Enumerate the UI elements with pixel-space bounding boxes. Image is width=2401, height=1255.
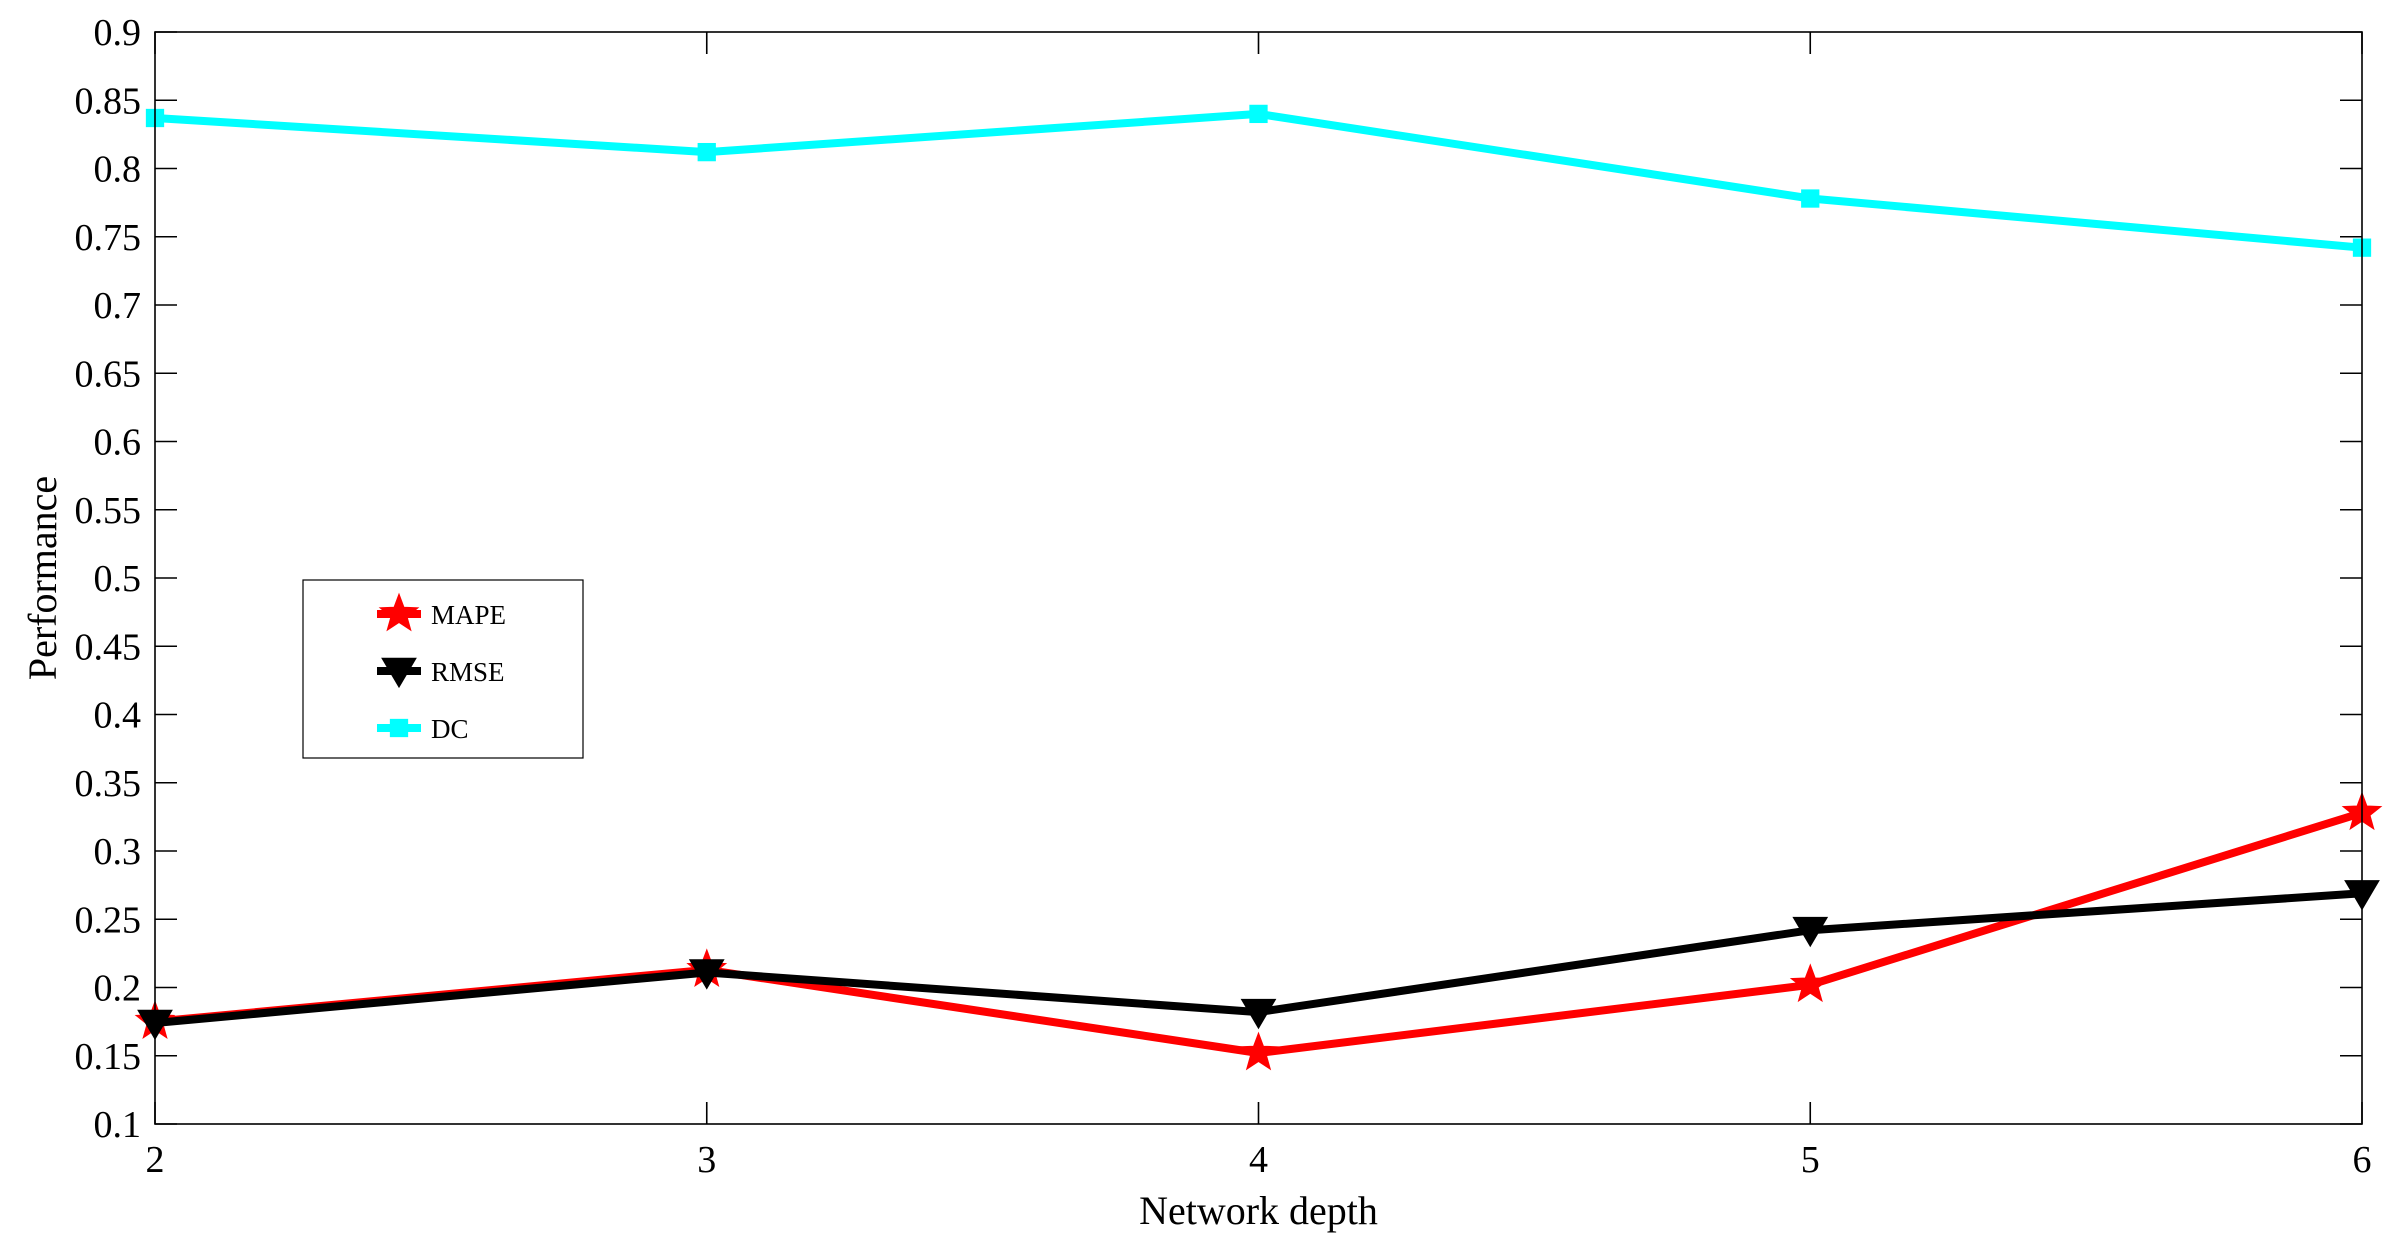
y-axis-title: Performance: [20, 476, 65, 680]
data-point-mape: [1238, 1031, 1279, 1071]
data-point-rmse: [1792, 916, 1829, 948]
data-point-rmse: [688, 959, 725, 990]
y-tick-label: 0.4: [94, 695, 142, 737]
y-tick-label: 0.45: [75, 626, 142, 668]
y-tick-label: 0.25: [75, 899, 142, 941]
y-tick-label: 0.6: [94, 422, 142, 464]
data-point-mape: [1789, 963, 1831, 1003]
legend-label: DC: [431, 714, 469, 744]
legend-marker-star: [378, 592, 420, 632]
y-tick-label: 0.65: [75, 353, 142, 395]
x-tick-label: 2: [146, 1139, 165, 1181]
legend-item-mape: MAPE: [377, 592, 506, 632]
data-point-dc: [697, 142, 716, 162]
series-dc: [145, 104, 2372, 257]
y-tick-label: 0.55: [75, 490, 142, 532]
legend-label: RMSE: [431, 657, 505, 687]
legend-item-rmse: RMSE: [377, 657, 505, 689]
series-rmse: [137, 880, 2380, 1041]
plot-area-frame: [154, 31, 2363, 1125]
x-tick-label: 3: [697, 1139, 716, 1181]
ticks-layer: 2 3 4 5 6 0.1 0.15 0.2 0.25 0.3 0.35 0.4 0.45 0.5 0.55…: [75, 12, 2372, 1181]
legend-marker-square: [389, 718, 409, 738]
y-tick-label: 0.3: [94, 831, 142, 873]
x-tick-label: 4: [1249, 1139, 1268, 1181]
y-tick-label: 0.8: [94, 149, 142, 191]
legend-item-dc: DC: [377, 714, 469, 744]
x-tick-label: 6: [2353, 1139, 2372, 1181]
legend: MAPE RMSE DC: [302, 579, 584, 759]
legend-label: MAPE: [431, 600, 506, 630]
y-tick-label: 0.9: [94, 12, 142, 54]
data-point-dc: [1249, 104, 1268, 124]
y-tick-label: 0.5: [94, 558, 142, 600]
series-line-dc: [154, 109, 2363, 252]
legend-marker-triangle-down: [381, 657, 417, 689]
x-axis-title: Network depth: [1139, 1188, 1378, 1233]
y-tick-label: 0.15: [75, 1036, 142, 1078]
y-tick-label: 0.35: [75, 763, 142, 805]
data-point-rmse: [1240, 998, 1277, 1030]
data-point-dc: [1801, 189, 1820, 208]
y-tick-label: 0.75: [75, 217, 142, 259]
y-tick-label: 0.85: [75, 80, 142, 122]
y-tick-label: 0.1: [94, 1104, 142, 1146]
y-tick-label: 0.2: [94, 968, 142, 1010]
legend-box: [302, 579, 584, 759]
x-tick-label: 5: [1801, 1139, 1820, 1181]
y-tick-label: 0.7: [94, 285, 142, 327]
